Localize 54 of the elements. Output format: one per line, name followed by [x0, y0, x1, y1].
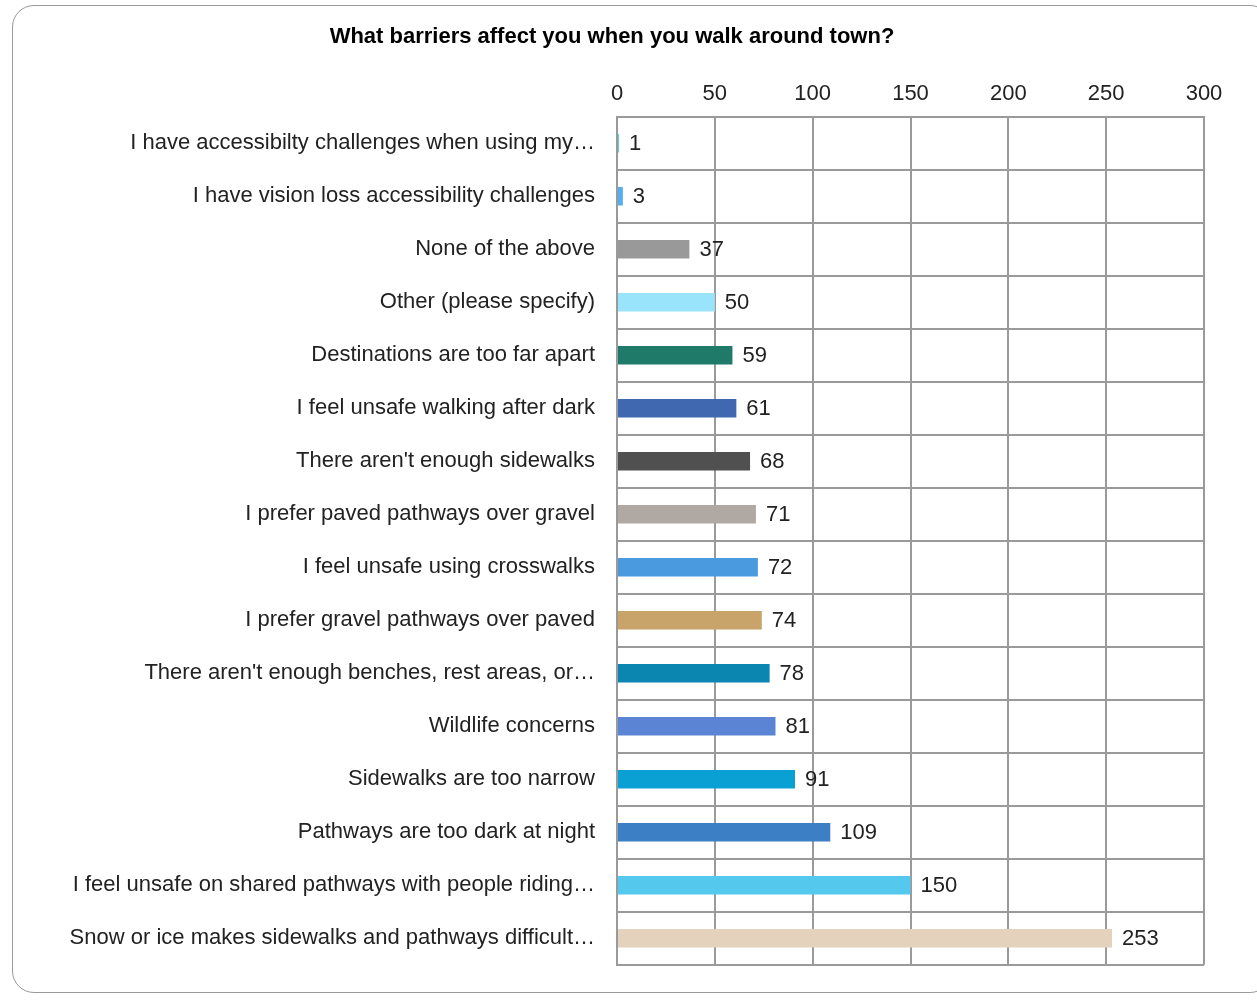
bar	[618, 611, 762, 630]
data-label: 37	[699, 236, 724, 262]
x-tick-label: 150	[892, 79, 929, 105]
bar	[618, 929, 1113, 948]
bar	[618, 823, 831, 842]
data-label: 50	[724, 289, 750, 315]
data-label: 253	[1122, 925, 1159, 951]
data-label: 150	[920, 872, 958, 898]
y-tick-label: Snow or ice makes sidewalks and pathways difficult…	[69, 924, 595, 950]
y-tick-label: Destinations are too far apart	[311, 341, 595, 367]
bar	[618, 558, 758, 577]
y-tick-label: Sidewalks are too narrow	[347, 765, 596, 791]
data-label: 61	[746, 395, 771, 421]
bar	[618, 664, 770, 683]
data-label: 74	[771, 607, 797, 633]
data-label: 91	[805, 766, 830, 792]
x-tick-label: 250	[1087, 79, 1125, 105]
data-label: 3	[632, 183, 646, 209]
data-label: 59	[742, 342, 767, 368]
data-label: 71	[765, 501, 791, 527]
y-tick-label: I feel unsafe on shared pathways with people riding…	[72, 871, 595, 897]
bar	[618, 346, 733, 365]
data-label: 1	[628, 130, 642, 156]
y-tick-label: Wildlife concerns	[428, 712, 595, 738]
data-label: 109	[840, 819, 877, 845]
chart-title: What barriers affect you when you walk around town?	[329, 23, 895, 49]
y-tick-label: Other (please specify)	[379, 288, 595, 314]
bar	[618, 717, 776, 736]
y-tick-label: I feel unsafe walking after dark	[296, 394, 596, 420]
y-tick-label: There aren't enough sidewalks	[296, 447, 595, 473]
data-label: 68	[760, 448, 785, 474]
y-tick-label: There aren't enough benches, rest areas, or…	[144, 659, 595, 685]
bar	[618, 187, 623, 206]
bar	[618, 505, 756, 524]
data-label: 72	[767, 554, 793, 580]
bar	[618, 399, 737, 418]
y-tick-label: None of the above	[415, 235, 595, 261]
y-tick-label: Pathways are too dark at night	[297, 818, 595, 844]
bar	[618, 452, 751, 471]
x-tick-label: 300	[1185, 79, 1223, 105]
bar	[618, 293, 715, 312]
y-tick-label: I prefer paved pathways over gravel	[245, 500, 595, 526]
x-tick-label: 0	[610, 79, 624, 105]
data-label: 81	[785, 713, 810, 739]
x-tick-label: 50	[702, 79, 728, 105]
y-tick-label: I prefer gravel pathways over paved	[245, 606, 595, 632]
y-tick-label: I have vision loss accessibility challenges	[192, 182, 595, 208]
bar	[618, 770, 796, 789]
y-tick-label: I feel unsafe using crosswalks	[302, 553, 595, 579]
x-tick-label: 100	[794, 79, 832, 105]
data-label: 78	[779, 660, 805, 686]
bar	[618, 876, 911, 895]
y-tick-label: I have accessibilty challenges when using my…	[130, 129, 595, 155]
x-tick-label: 200	[989, 79, 1027, 105]
